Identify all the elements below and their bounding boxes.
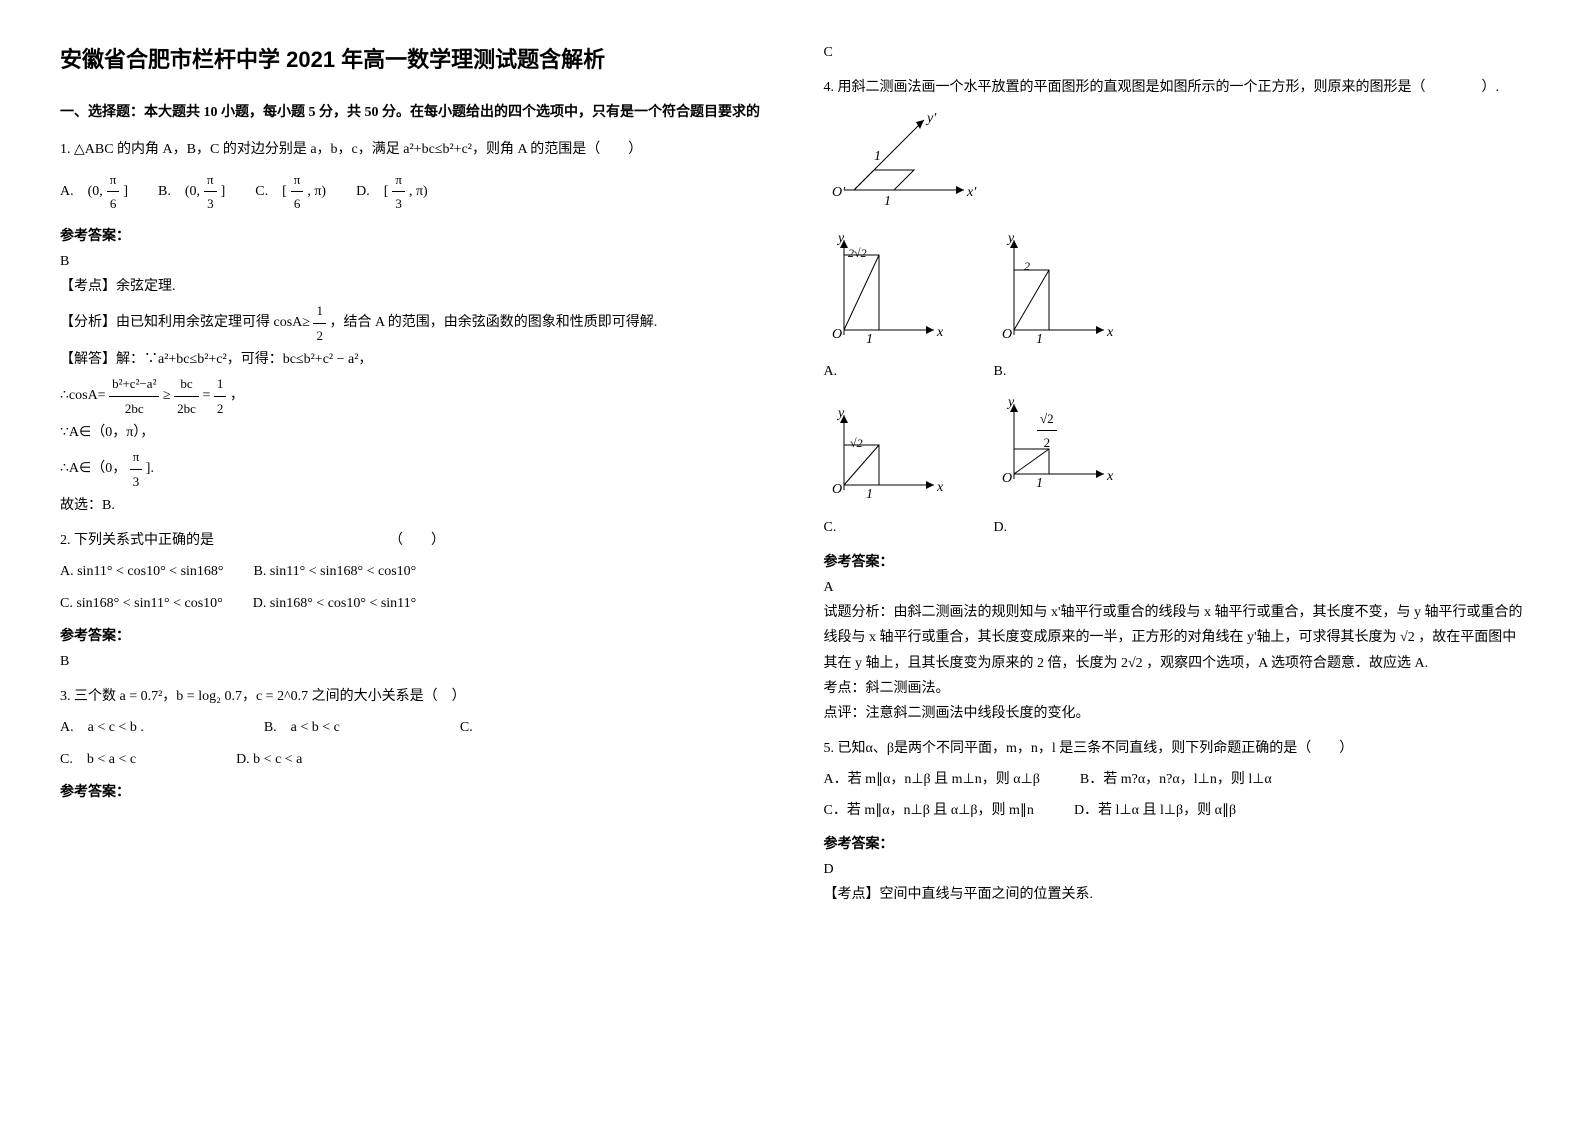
q4-exp-1: 试题分析：由斜二测画法的规则知与 x'轴平行或重合的线段与 x 轴平行或重合，其…: [824, 600, 1528, 676]
q4-opt-a-fig: O 1 x y 2√2 A.: [824, 230, 944, 384]
q1-opt-b: B. (0, π3 ]: [158, 168, 225, 216]
q4-exp-2: 考点：斜二测画法。: [824, 676, 1528, 701]
svg-text:1: 1: [884, 194, 891, 209]
q2-opt-b: B. sin11° < sin168° < cos10°: [254, 559, 417, 584]
svg-text:2√2: 2√2: [848, 246, 867, 260]
svg-text:x: x: [1106, 325, 1114, 340]
q3-opt-a: A. a < c < b .: [60, 715, 144, 740]
q1-exp-4: ∴cosA= b²+c²−a²2bc ≥ bc2bc = 12 ，: [60, 372, 764, 420]
q4-opt-c-fig: O 1 x y √2 C.: [824, 405, 944, 539]
svg-text:y′: y′: [925, 111, 937, 126]
svg-text:1: 1: [866, 487, 873, 502]
svg-text:O: O: [832, 482, 842, 497]
question-4: 4. 用斜二测画法画一个水平放置的平面图形的直观图是如图所示的一个正方形，则原来…: [824, 75, 1528, 726]
q5-opt-d: D．若 l⊥α 且 l⊥β，则 α∥β: [1074, 798, 1236, 823]
q1-exp-7: 故选：B.: [60, 493, 764, 518]
answer-label: 参考答案：: [60, 780, 764, 805]
section-heading: 一、选择题：本大题共 10 小题，每小题 5 分，共 50 分。在每小题给出的四…: [60, 100, 764, 125]
svg-text:1: 1: [874, 149, 881, 164]
svg-text:O: O: [832, 327, 842, 342]
q1-exp-1: 【考点】余弦定理.: [60, 274, 764, 299]
q5-opt-c: C．若 m∥α，n⊥β 且 α⊥β，则 m∥n: [824, 798, 1034, 823]
q1-stem: 1. △ABC 的内角 A，B，C 的对边分别是 a，b，c，满足 a²+bc≤…: [60, 137, 764, 162]
answer-label: 参考答案：: [60, 624, 764, 649]
q2-stem: 2. 下列关系式中正确的是 （ ）: [60, 528, 764, 553]
question-1: 1. △ABC 的内角 A，B，C 的对边分别是 a，b，c，满足 a²+bc≤…: [60, 137, 764, 518]
q2-opt-d: D. sin168° < cos10° < sin11°: [253, 591, 417, 616]
q3-opt-c-label: C.: [460, 715, 473, 740]
q2-opt-c: C. sin168° < sin11° < cos10°: [60, 591, 223, 616]
question-5: 5. 已知α、β是两个不同平面，m，n，l 是三条不同直线，则下列命题正确的是（…: [824, 736, 1528, 907]
q1-exp-3: 【解答】解：∵a²+bc≤b²+c²，可得：bc≤b²+c² − a²，: [60, 347, 764, 372]
q5-exp-1: 【考点】空间中直线与平面之间的位置关系.: [824, 882, 1528, 907]
q4-stem-diagram: O′ 1 1 x′ y′: [824, 110, 1528, 219]
svg-text:x′: x′: [966, 185, 977, 200]
q3-stem: 3. 三个数 a = 0.7²，b = log₂ 0.7，c = 2^0.7 之…: [60, 684, 764, 709]
question-3: 3. 三个数 a = 0.7²，b = log₂ 0.7，c = 2^0.7 之…: [60, 684, 764, 805]
q2-answer: B: [60, 649, 764, 674]
svg-text:x: x: [936, 325, 944, 340]
question-2: 2. 下列关系式中正确的是 （ ） A. sin11° < cos10° < s…: [60, 528, 764, 674]
svg-text:y: y: [836, 406, 845, 421]
q4-answer: A: [824, 575, 1528, 600]
svg-text:1: 1: [1036, 332, 1043, 347]
q5-opt-b: B．若 m?α，n?α，l⊥n，则 l⊥α: [1080, 767, 1272, 792]
svg-text:x: x: [936, 480, 944, 495]
svg-text:x: x: [1106, 469, 1114, 484]
q1-opt-a: A. (0, π6 ]: [60, 168, 128, 216]
q2-opt-a: A. sin11° < cos10° < sin168°: [60, 559, 224, 584]
q3-answer: C: [824, 40, 1528, 65]
q4-exp-3: 点评：注意斜二测画法中线段长度的变化。: [824, 701, 1528, 726]
answer-label: 参考答案：: [824, 832, 1528, 857]
q4-opt-d-fig: O 1 x y √22 D.: [994, 394, 1137, 540]
svg-text:1: 1: [1036, 476, 1043, 491]
svg-text:y: y: [836, 231, 845, 246]
answer-label: 参考答案：: [60, 224, 764, 249]
svg-text:2: 2: [1024, 259, 1030, 273]
q5-stem: 5. 已知α、β是两个不同平面，m，n，l 是三条不同直线，则下列命题正确的是（…: [824, 736, 1528, 761]
q1-exp-5: ∵A∈（0，π），: [60, 420, 764, 445]
svg-text:√2: √2: [850, 436, 863, 450]
q1-answer: B: [60, 249, 764, 274]
q1-exp-6: ∴A∈（0， π3 ].: [60, 445, 764, 493]
q4-opt-b-fig: O 1 x y 2 B.: [994, 230, 1114, 384]
answer-label: 参考答案：: [824, 550, 1528, 575]
svg-text:y: y: [1006, 231, 1015, 246]
q3-opt-b: B. a < b < c: [264, 715, 340, 740]
svg-text:1: 1: [866, 332, 873, 347]
q4-stem: 4. 用斜二测画法画一个水平放置的平面图形的直观图是如图所示的一个正方形，则原来…: [824, 75, 1528, 100]
q5-answer: D: [824, 857, 1528, 882]
q1-opt-d: D. [ π3 , π): [356, 168, 428, 216]
q5-opt-a: A．若 m∥α，n⊥β 且 m⊥n，则 α⊥β: [824, 767, 1040, 792]
q3-opt-c: C. b < a < c: [60, 747, 136, 772]
svg-text:O′: O′: [832, 185, 846, 200]
q1-exp-2: 【分析】由已知利用余弦定理可得 cosA≥ 12 ，结合 A 的范围，由余弦函数…: [60, 299, 764, 347]
q3-opt-d: D. b < c < a: [236, 747, 302, 772]
svg-text:O: O: [1002, 327, 1012, 342]
page-title: 安徽省合肥市栏杆中学 2021 年高一数学理测试题含解析: [60, 40, 764, 80]
svg-text:y: y: [1006, 395, 1015, 410]
q1-opt-c: C. [ π6 , π): [255, 168, 326, 216]
svg-text:O: O: [1002, 471, 1012, 486]
